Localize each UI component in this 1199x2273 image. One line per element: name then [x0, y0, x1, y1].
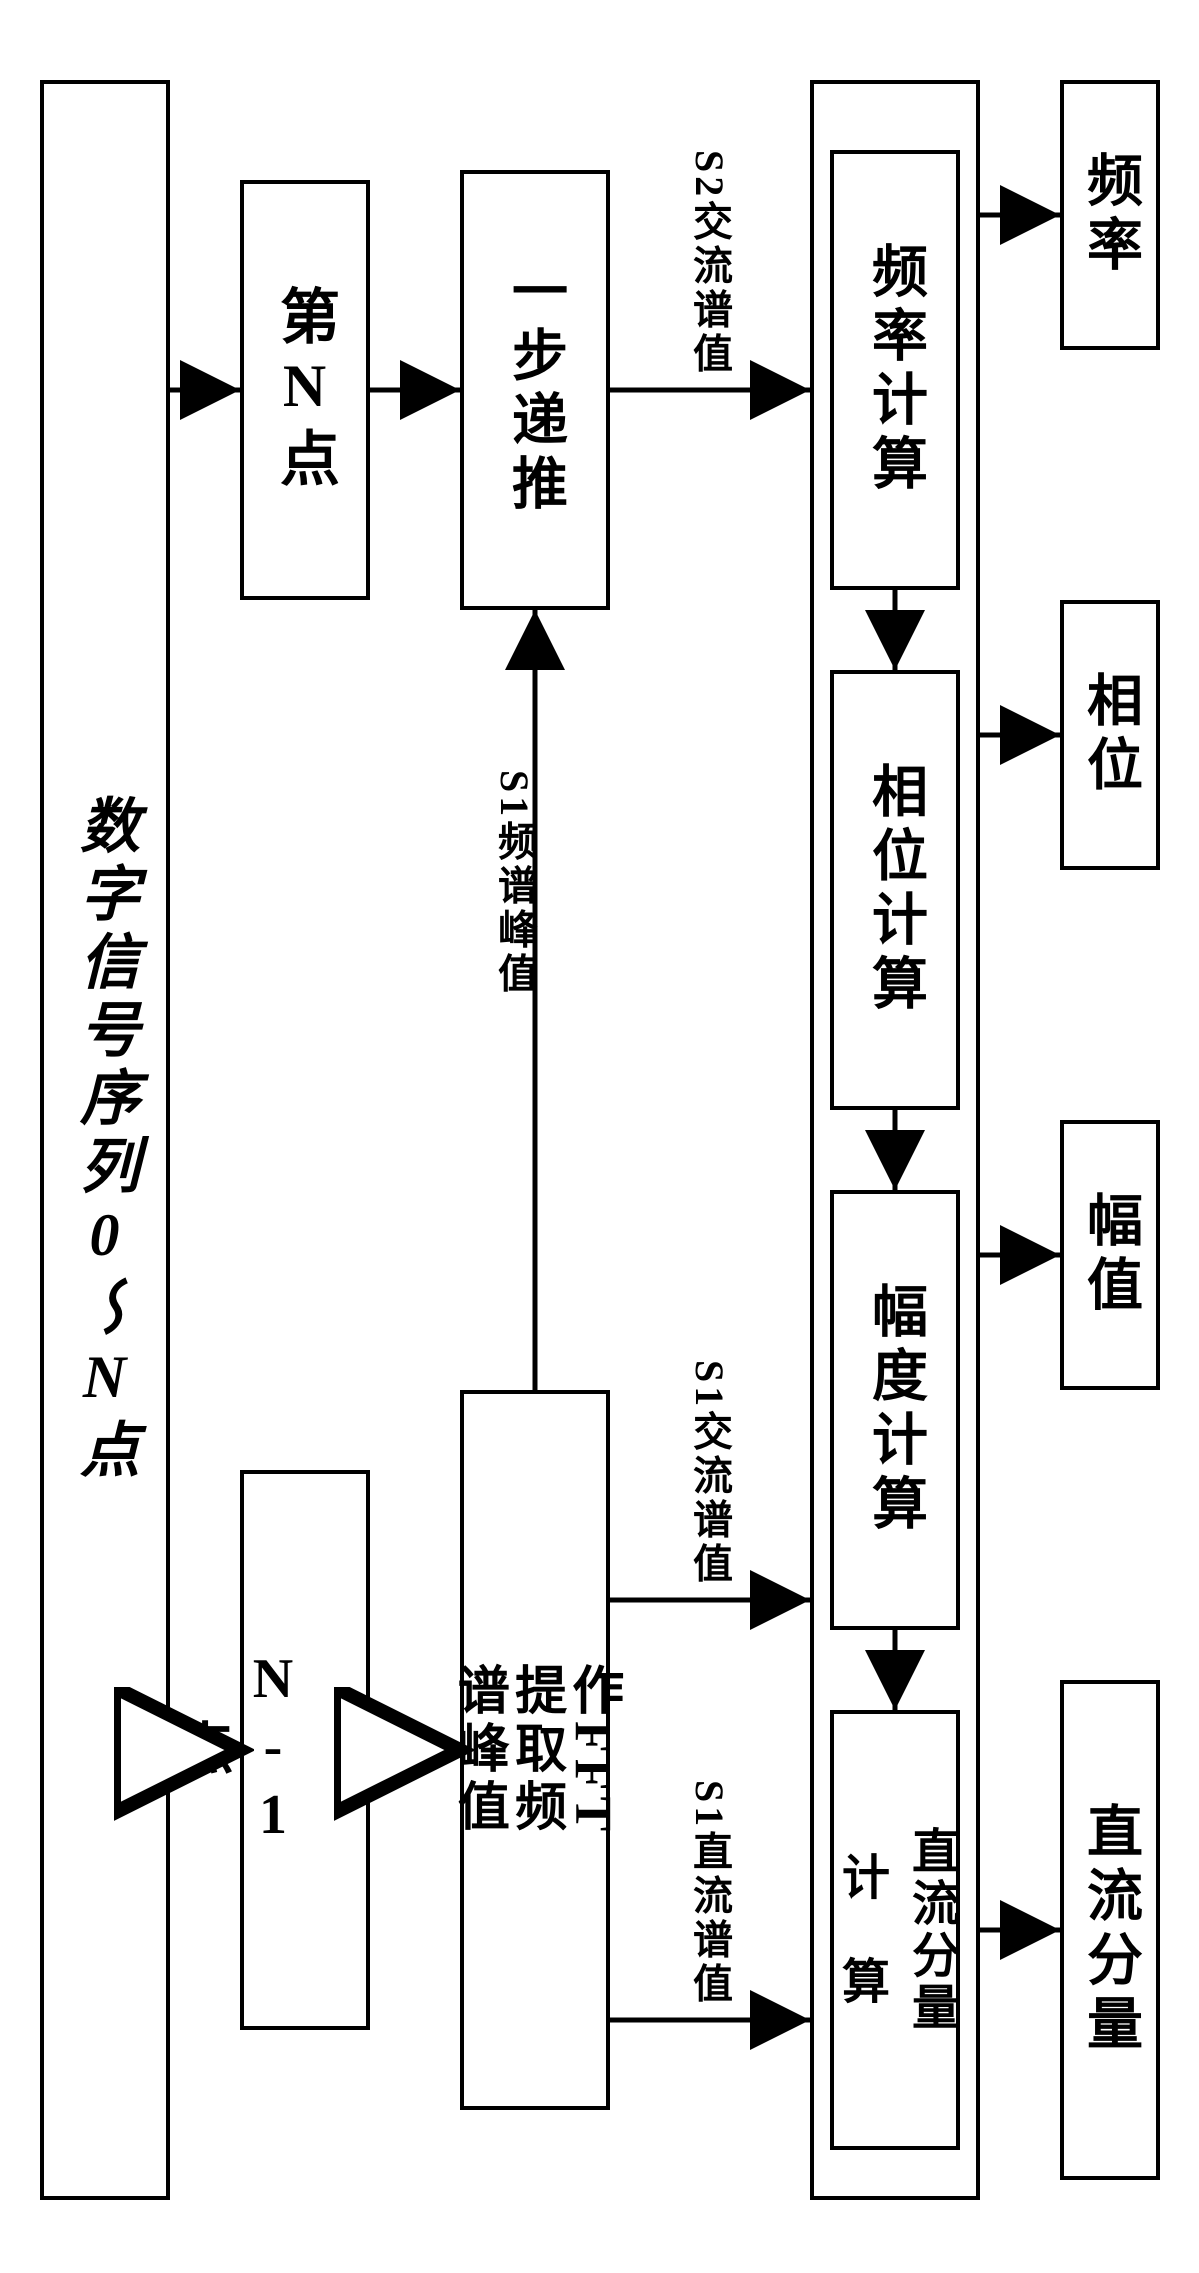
node-out-dc-label: 直流分量 — [1070, 1802, 1151, 2058]
node-points0N1-label: 0～N-1点 — [160, 1648, 450, 1852]
node-pointN-label: 第N点 — [262, 285, 349, 495]
node-calc-freq-label: 频率计算 — [855, 242, 936, 498]
node-calc-amp: 幅度计算 — [830, 1190, 960, 1630]
node-recurse: 一步递推 — [460, 170, 610, 610]
node-fft-label: 作FFT提取频谱峰值 — [449, 1663, 621, 1837]
node-out-dc: 直流分量 — [1060, 1680, 1160, 2180]
node-out-phase-label: 相位 — [1070, 671, 1151, 799]
node-calc-freq: 频率计算 — [830, 150, 960, 590]
node-pointN: 第N点 — [240, 180, 370, 600]
node-out-amp-label: 幅值 — [1070, 1191, 1151, 1319]
node-calc-dc-label: 直流分量计 算 — [825, 1826, 965, 2034]
node-calc-phase-label: 相位计算 — [855, 762, 936, 1018]
label-s1-peak: S1频谱峰值 — [485, 770, 543, 996]
node-fft: 作FFT提取频谱峰值 — [460, 1390, 610, 2110]
flowchart-diagram: 数字信号序列0～N点 第N点 0～N-1点 一步递推 作FFT提取频谱峰值 频率… — [40, 40, 1159, 2233]
node-input: 数字信号序列0～N点 — [40, 80, 170, 2200]
node-calc-phase: 相位计算 — [830, 670, 960, 1110]
node-out-amp: 幅值 — [1060, 1120, 1160, 1390]
node-calc-amp-label: 幅度计算 — [855, 1282, 936, 1538]
node-input-label: 数字信号序列0～N点 — [62, 794, 149, 1486]
node-points0N1: 0～N-1点 — [240, 1470, 370, 2030]
label-s1-dc: S1直流谱值 — [680, 1780, 738, 2006]
node-out-freq: 频率 — [1060, 80, 1160, 350]
node-out-freq-label: 频率 — [1070, 151, 1151, 279]
node-out-phase: 相位 — [1060, 600, 1160, 870]
label-s2-ac: S2交流谱值 — [680, 150, 738, 376]
node-recurse-label: 一步递推 — [495, 262, 576, 518]
node-calc-dc: 直流分量计 算 — [830, 1710, 960, 2150]
label-s1-ac: S1交流谱值 — [680, 1360, 738, 1586]
